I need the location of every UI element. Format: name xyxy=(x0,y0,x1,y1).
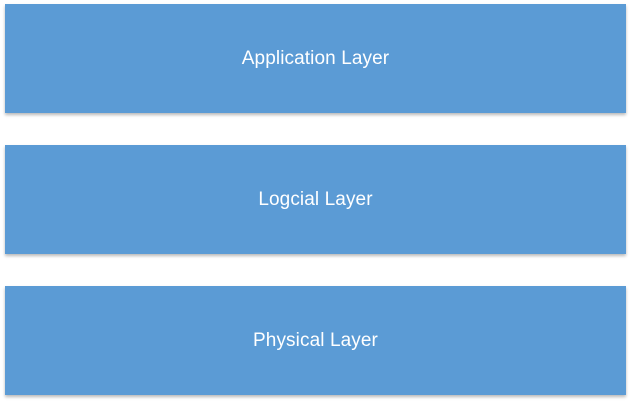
physical-layer-label: Physical Layer xyxy=(253,329,378,351)
application-layer-box: Application Layer xyxy=(5,4,626,113)
logical-layer-box: Logcial Layer xyxy=(5,145,626,254)
physical-layer-box: Physical Layer xyxy=(5,286,626,395)
logical-layer-label: Logcial Layer xyxy=(258,188,373,210)
application-layer-label: Application Layer xyxy=(241,47,390,69)
